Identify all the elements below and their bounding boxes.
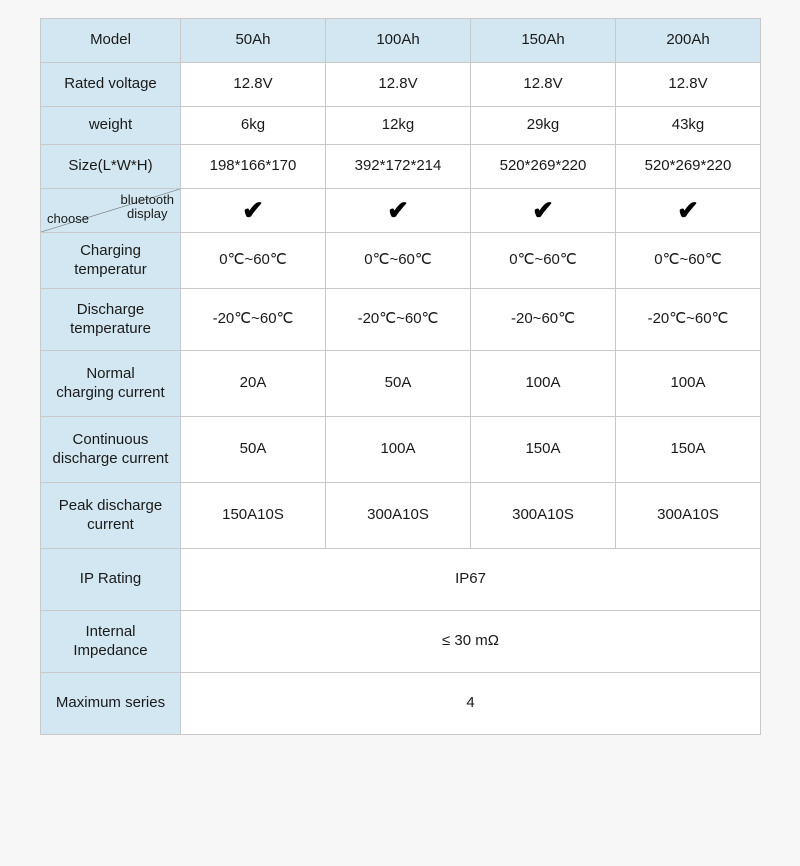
label-choose: choose bluetooth display xyxy=(41,189,181,233)
label-discharge-temp-l2: temperature xyxy=(70,320,151,337)
cell-normal-charge-100: 50A xyxy=(326,351,471,417)
label-rated-voltage: Rated voltage xyxy=(41,63,181,107)
cell-rated-voltage-100: 12.8V xyxy=(326,63,471,107)
label-choose-left: choose xyxy=(47,212,89,226)
label-internal-imp: Internal Impedance xyxy=(41,611,181,673)
label-normal-charge-l2: charging current xyxy=(56,384,164,401)
cell-discharge-temp-50: -20℃~60℃ xyxy=(181,289,326,351)
row-ip-rating: IP Rating IP67 xyxy=(41,549,761,611)
label-ip-rating: IP Rating xyxy=(41,549,181,611)
cell-charge-temp-150: 0℃~60℃ xyxy=(471,233,616,289)
header-row: Model 50Ah 100Ah 150Ah 200Ah xyxy=(41,19,761,63)
cell-weight-150: 29kg xyxy=(471,107,616,145)
cell-rated-voltage-200: 12.8V xyxy=(616,63,761,107)
check-icon: ✔ xyxy=(677,195,699,225)
label-charge-temp-l1: Charging xyxy=(80,242,141,259)
cell-size-150: 520*269*220 xyxy=(471,145,616,189)
cell-max-series: 4 xyxy=(181,673,761,735)
label-choose-r1: bluetooth xyxy=(121,192,175,207)
label-max-series: Maximum series xyxy=(41,673,181,735)
row-max-series: Maximum series 4 xyxy=(41,673,761,735)
cell-weight-100: 12kg xyxy=(326,107,471,145)
cell-peak-discharge-150: 300A10S xyxy=(471,483,616,549)
label-peak-discharge-l2: current xyxy=(87,516,134,533)
row-peak-discharge: Peak discharge current 150A10S 300A10S 3… xyxy=(41,483,761,549)
cell-discharge-temp-200: -20℃~60℃ xyxy=(616,289,761,351)
label-weight: weight xyxy=(41,107,181,145)
cell-weight-200: 43kg xyxy=(616,107,761,145)
label-charge-temp: Charging temperatur xyxy=(41,233,181,289)
check-icon: ✔ xyxy=(242,195,264,225)
row-rated-voltage: Rated voltage 12.8V 12.8V 12.8V 12.8V xyxy=(41,63,761,107)
label-discharge-temp-l1: Discharge xyxy=(77,301,145,318)
label-internal-imp-l2: Impedance xyxy=(73,642,147,659)
cell-internal-imp: ≤ 30 mΩ xyxy=(181,611,761,673)
label-peak-discharge: Peak discharge current xyxy=(41,483,181,549)
row-charge-temp: Charging temperatur 0℃~60℃ 0℃~60℃ 0℃~60℃… xyxy=(41,233,761,289)
spec-table: Model 50Ah 100Ah 150Ah 200Ah Rated volta… xyxy=(40,18,761,735)
cell-charge-temp-200: 0℃~60℃ xyxy=(616,233,761,289)
cell-discharge-temp-100: -20℃~60℃ xyxy=(326,289,471,351)
cell-discharge-temp-150: -20~60℃ xyxy=(471,289,616,351)
cell-normal-charge-150: 100A xyxy=(471,351,616,417)
header-model: Model xyxy=(41,19,181,63)
cell-choose-100: ✔ xyxy=(326,189,471,233)
cell-choose-200: ✔ xyxy=(616,189,761,233)
check-icon: ✔ xyxy=(387,195,409,225)
cell-ip-rating: IP67 xyxy=(181,549,761,611)
row-cont-discharge: Continuous discharge current 50A 100A 15… xyxy=(41,417,761,483)
row-internal-imp: Internal Impedance ≤ 30 mΩ xyxy=(41,611,761,673)
label-charge-temp-l2: temperatur xyxy=(74,261,147,278)
cell-weight-50: 6kg xyxy=(181,107,326,145)
row-choose: choose bluetooth display ✔ ✔ ✔ ✔ xyxy=(41,189,761,233)
label-peak-discharge-l1: Peak discharge xyxy=(59,497,162,514)
cell-size-100: 392*172*214 xyxy=(326,145,471,189)
row-weight: weight 6kg 12kg 29kg 43kg xyxy=(41,107,761,145)
label-discharge-temp: Discharge temperature xyxy=(41,289,181,351)
cell-size-200: 520*269*220 xyxy=(616,145,761,189)
cell-rated-voltage-50: 12.8V xyxy=(181,63,326,107)
header-150ah: 150Ah xyxy=(471,19,616,63)
row-discharge-temp: Discharge temperature -20℃~60℃ -20℃~60℃ … xyxy=(41,289,761,351)
cell-charge-temp-100: 0℃~60℃ xyxy=(326,233,471,289)
cell-cont-discharge-50: 50A xyxy=(181,417,326,483)
cell-choose-50: ✔ xyxy=(181,189,326,233)
row-size: Size(L*W*H) 198*166*170 392*172*214 520*… xyxy=(41,145,761,189)
label-normal-charge: Normal charging current xyxy=(41,351,181,417)
label-choose-r2: display xyxy=(127,206,167,221)
page: Model 50Ah 100Ah 150Ah 200Ah Rated volta… xyxy=(0,0,800,866)
header-200ah: 200Ah xyxy=(616,19,761,63)
cell-normal-charge-200: 100A xyxy=(616,351,761,417)
label-cont-discharge-l2: discharge current xyxy=(53,450,169,467)
cell-peak-discharge-50: 150A10S xyxy=(181,483,326,549)
cell-cont-discharge-200: 150A xyxy=(616,417,761,483)
cell-peak-discharge-100: 300A10S xyxy=(326,483,471,549)
cell-choose-150: ✔ xyxy=(471,189,616,233)
cell-rated-voltage-150: 12.8V xyxy=(471,63,616,107)
cell-peak-discharge-200: 300A10S xyxy=(616,483,761,549)
cell-normal-charge-50: 20A xyxy=(181,351,326,417)
label-cont-discharge: Continuous discharge current xyxy=(41,417,181,483)
label-normal-charge-l1: Normal xyxy=(86,365,134,382)
cell-size-50: 198*166*170 xyxy=(181,145,326,189)
header-100ah: 100Ah xyxy=(326,19,471,63)
check-icon: ✔ xyxy=(532,195,554,225)
cell-cont-discharge-150: 150A xyxy=(471,417,616,483)
label-internal-imp-l1: Internal xyxy=(85,623,135,640)
label-size: Size(L*W*H) xyxy=(41,145,181,189)
label-choose-right: bluetooth display xyxy=(121,193,175,222)
label-cont-discharge-l1: Continuous xyxy=(73,431,149,448)
cell-charge-temp-50: 0℃~60℃ xyxy=(181,233,326,289)
row-normal-charge: Normal charging current 20A 50A 100A 100… xyxy=(41,351,761,417)
cell-cont-discharge-100: 100A xyxy=(326,417,471,483)
header-50ah: 50Ah xyxy=(181,19,326,63)
